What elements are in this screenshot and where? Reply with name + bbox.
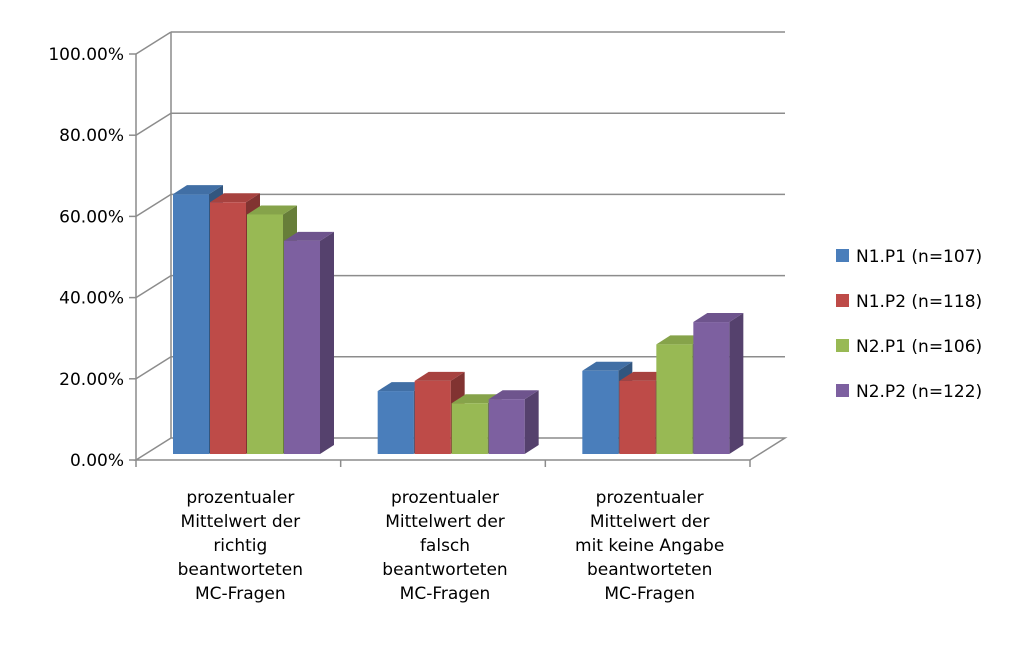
bar [488, 390, 539, 454]
legend-swatch [836, 294, 849, 307]
bar-front [488, 399, 525, 454]
bar-front [693, 322, 730, 454]
legend-swatch [836, 384, 849, 397]
legend-label: N2.P1 (n=106) [856, 337, 982, 357]
bar-side [729, 313, 744, 454]
bar-top [284, 231, 334, 241]
category-label: prozentualer Mittelwert der richtig beantwo… [178, 488, 303, 604]
legend-swatch [836, 339, 849, 352]
bar-top [173, 185, 223, 195]
bar-front [451, 403, 488, 454]
legend-item: N1.P1 (n=107) [836, 247, 982, 267]
bars-layer [173, 185, 744, 454]
bar-front [414, 380, 451, 454]
y-tick-label: 20.00% [59, 370, 124, 390]
legend: N1.P1 (n=107) N1.P2 (n=118) N2.P1 (n=106) N… [836, 247, 982, 402]
bar-top [693, 313, 744, 323]
category-label: prozentualer Mittelwert der falsch beantwor… [382, 488, 507, 604]
legend-item: N1.P2 (n=118) [836, 292, 982, 312]
y-tick-label: 60.00% [59, 207, 124, 227]
y-tick-label: 40.00% [59, 289, 124, 309]
legend-label: N2.P2 (n=122) [856, 382, 982, 402]
gridline-diagonal [135, 193, 172, 218]
gridline-diagonal [135, 112, 172, 136]
bar [693, 313, 744, 454]
gridline-diagonal [135, 356, 172, 380]
bar-front [619, 380, 656, 454]
bar-front [582, 370, 619, 454]
bar-top [582, 361, 633, 371]
bar-top [414, 371, 465, 381]
legend-swatch [836, 249, 849, 262]
bar-side [524, 390, 539, 454]
category-labels: prozentualer Mittelwert der richtig beantwo… [178, 488, 725, 604]
bar [284, 231, 334, 454]
legend-label: N1.P2 (n=118) [856, 292, 982, 312]
bar-front [377, 391, 414, 454]
legend-item: N2.P2 (n=122) [836, 382, 982, 402]
gridline-diagonal [135, 274, 172, 299]
bar [414, 371, 465, 454]
y-tick-label: 0.00% [70, 451, 124, 471]
legend-item: N2.P1 (n=106) [836, 337, 982, 357]
bar-top [247, 205, 297, 215]
category-label: prozentualer Mittelwert der mit keine Anga… [575, 488, 724, 604]
legend-label: N1.P1 (n=107) [856, 247, 982, 267]
bar-front [656, 344, 693, 454]
bar-side [320, 231, 334, 454]
bar-front [210, 202, 246, 454]
bar-front [173, 194, 209, 454]
y-tick-label: 100.00% [48, 45, 124, 65]
y-tick-label: 80.00% [59, 126, 124, 146]
bar-top [488, 390, 539, 400]
bar-top [210, 193, 260, 203]
y-tick-labels: 0.00% 20.00% 40.00% 60.00% 80.00% 100.00% [48, 45, 124, 471]
bar-front [247, 214, 283, 454]
gridline-diagonal [135, 31, 172, 55]
bar-front [284, 240, 320, 454]
